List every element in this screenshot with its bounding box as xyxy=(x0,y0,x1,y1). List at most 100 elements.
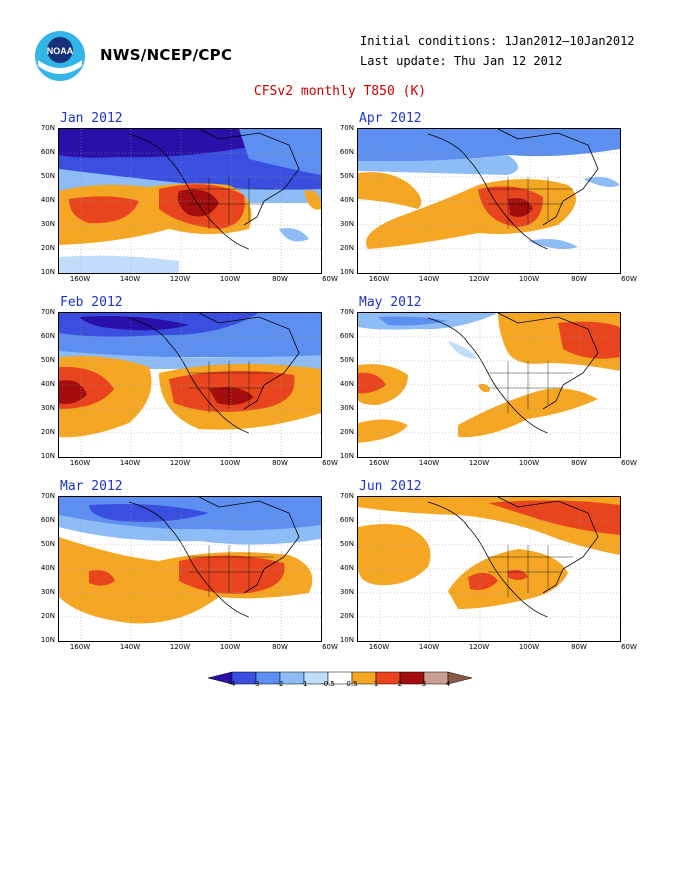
lon-tick-label: 100W xyxy=(219,459,241,467)
lat-tick-label: 70N xyxy=(40,492,55,500)
lat-tick-label: 60N xyxy=(339,516,354,524)
figure-title: CFSv2 monthly T850 (K) xyxy=(253,84,427,99)
map-panel-may xyxy=(357,312,621,458)
lon-tick-label: 100W xyxy=(219,275,241,283)
lon-tick-label: 120W xyxy=(169,643,191,651)
lon-tick-label: 60W xyxy=(621,459,637,467)
colorbar-label: -2 xyxy=(276,680,284,688)
lon-tick-label: 60W xyxy=(322,643,338,651)
lon-tick-label: 160W xyxy=(368,275,390,283)
lat-tick-label: 50N xyxy=(40,356,55,364)
lat-tick-label: 70N xyxy=(339,492,354,500)
lon-tick-label: 140W xyxy=(119,643,141,651)
colorbar-label: -0.5 xyxy=(321,680,335,688)
lat-tick-label: 10N xyxy=(40,452,55,460)
lon-tick-label: 160W xyxy=(69,459,91,467)
lat-tick-label: 30N xyxy=(339,220,354,228)
lat-tick-label: 40N xyxy=(339,196,354,204)
lon-tick-label: 140W xyxy=(119,275,141,283)
lat-tick-label: 20N xyxy=(40,612,55,620)
lat-tick-label: 70N xyxy=(339,124,354,132)
colorbar-swatch xyxy=(447,671,473,685)
map-panel-apr xyxy=(357,128,621,274)
org-name: NWS/NCEP/CPC xyxy=(100,46,233,64)
lon-tick-label: 80W xyxy=(571,643,587,651)
lon-tick-label: 100W xyxy=(219,643,241,651)
map-panel-jan xyxy=(58,128,322,274)
colorbar-label: 4 xyxy=(445,680,451,688)
lat-tick-label: 50N xyxy=(339,540,354,548)
lon-tick-label: 140W xyxy=(119,459,141,467)
map-panel-feb xyxy=(58,312,322,458)
colorbar-label: -1 xyxy=(300,680,308,688)
lon-tick-label: 80W xyxy=(571,459,587,467)
panel-title-jan: Jan 2012 xyxy=(60,111,123,126)
lon-tick-label: 80W xyxy=(272,643,288,651)
panel-title-feb: Feb 2012 xyxy=(60,295,123,310)
lon-tick-label: 120W xyxy=(468,275,490,283)
lat-tick-label: 60N xyxy=(339,332,354,340)
lon-tick-label: 120W xyxy=(468,459,490,467)
last-update: Last update: Thu Jan 12 2012 xyxy=(360,54,563,68)
noaa-logo: NOAA xyxy=(34,30,86,82)
panel-title-mar: Mar 2012 xyxy=(60,479,123,494)
initial-conditions: Initial conditions: 1Jan2012–10Jan2012 xyxy=(360,34,635,48)
lat-tick-label: 40N xyxy=(339,380,354,388)
lat-tick-label: 50N xyxy=(40,540,55,548)
lon-tick-label: 60W xyxy=(621,643,637,651)
lat-tick-label: 40N xyxy=(40,564,55,572)
lat-tick-label: 60N xyxy=(40,332,55,340)
lat-tick-label: 50N xyxy=(339,356,354,364)
lon-tick-label: 80W xyxy=(272,275,288,283)
lat-tick-label: 30N xyxy=(40,404,55,412)
colorbar-label: 1 xyxy=(373,680,379,688)
lat-tick-label: 10N xyxy=(339,452,354,460)
lon-tick-label: 120W xyxy=(169,459,191,467)
logo-text: NOAA xyxy=(47,46,74,56)
lat-tick-label: 60N xyxy=(40,148,55,156)
map-panel-jun xyxy=(357,496,621,642)
lat-tick-label: 60N xyxy=(339,148,354,156)
lon-tick-label: 140W xyxy=(418,643,440,651)
lat-tick-label: 20N xyxy=(40,244,55,252)
lon-tick-label: 160W xyxy=(368,459,390,467)
lat-tick-label: 10N xyxy=(40,636,55,644)
panel-title-apr: Apr 2012 xyxy=(359,111,422,126)
lat-tick-label: 40N xyxy=(339,564,354,572)
lat-tick-label: 40N xyxy=(40,196,55,204)
lat-tick-label: 30N xyxy=(40,588,55,596)
lat-tick-label: 10N xyxy=(339,268,354,276)
map-panel-mar xyxy=(58,496,322,642)
colorbar-label: -3 xyxy=(252,680,260,688)
lat-tick-label: 10N xyxy=(40,268,55,276)
lat-tick-label: 20N xyxy=(339,428,354,436)
colorbar-label: -4 xyxy=(228,680,236,688)
panel-title-jun: Jun 2012 xyxy=(359,479,422,494)
lon-tick-label: 140W xyxy=(418,275,440,283)
lat-tick-label: 30N xyxy=(40,220,55,228)
lat-tick-label: 20N xyxy=(339,612,354,620)
lat-tick-label: 30N xyxy=(339,404,354,412)
colorbar-label: 2 xyxy=(397,680,403,688)
lon-tick-label: 100W xyxy=(518,459,540,467)
lon-tick-label: 80W xyxy=(272,459,288,467)
lon-tick-label: 60W xyxy=(322,459,338,467)
lon-tick-label: 100W xyxy=(518,275,540,283)
lat-tick-label: 20N xyxy=(40,428,55,436)
lon-tick-label: 140W xyxy=(418,459,440,467)
lat-tick-label: 60N xyxy=(40,516,55,524)
lon-tick-label: 160W xyxy=(69,643,91,651)
lat-tick-label: 70N xyxy=(339,308,354,316)
lon-tick-label: 160W xyxy=(69,275,91,283)
lon-tick-label: 60W xyxy=(322,275,338,283)
lat-tick-label: 20N xyxy=(339,244,354,252)
lat-tick-label: 50N xyxy=(339,172,354,180)
colorbar-label: 3 xyxy=(421,680,427,688)
lat-tick-label: 70N xyxy=(40,308,55,316)
lat-tick-label: 30N xyxy=(339,588,354,596)
colorbar-label: 0.5 xyxy=(346,680,358,688)
lon-tick-label: 100W xyxy=(518,643,540,651)
lon-tick-label: 120W xyxy=(468,643,490,651)
lon-tick-label: 80W xyxy=(571,275,587,283)
lon-tick-label: 120W xyxy=(169,275,191,283)
